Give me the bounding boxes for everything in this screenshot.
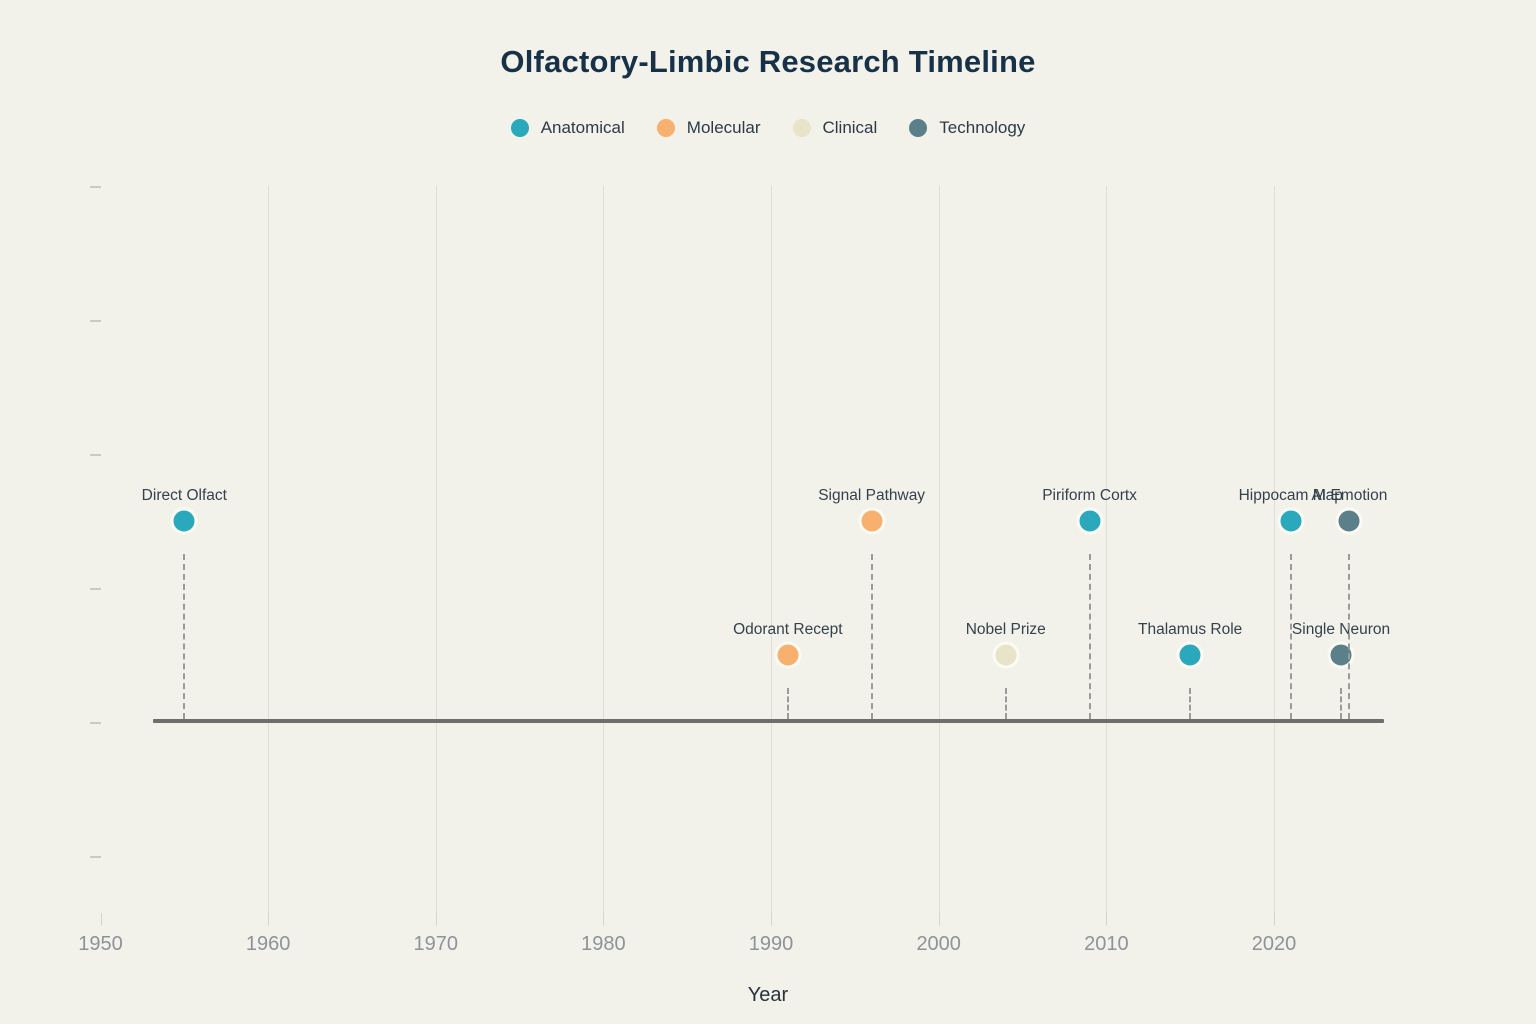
event-label: Signal Pathway — [818, 487, 926, 504]
x-tick-2020 — [1273, 913, 1275, 925]
x-axis-title: Year — [747, 984, 789, 1006]
event-stem — [183, 554, 186, 719]
x-tick-label-1960: 1960 — [245, 933, 291, 955]
event-label: Thalamus Role — [1138, 621, 1243, 638]
legend-label: Technology — [939, 118, 1026, 137]
event-label: Piriform Cortx — [1042, 487, 1137, 504]
x-tick-1990 — [771, 913, 773, 925]
legend-swatch-technology — [909, 119, 928, 137]
chart-title: Olfactory-Limbic Research Timeline — [500, 44, 1036, 79]
event-stem — [1088, 554, 1091, 719]
gridline-1960 — [268, 186, 270, 926]
gridline-2000 — [938, 186, 940, 926]
event-dot-single-neuron[interactable] — [1327, 641, 1355, 669]
event-label: Direct Olfact — [141, 487, 227, 504]
event-dot-odorant-recept[interactable] — [774, 641, 802, 669]
x-tick-label-1970: 1970 — [413, 933, 459, 955]
event-stem — [1004, 688, 1007, 719]
event-dot-direct-olfact[interactable] — [170, 507, 198, 535]
timeline-baseline — [153, 719, 1384, 723]
legend-swatch-clinical — [792, 119, 811, 137]
legend-label: Molecular — [686, 118, 761, 137]
x-tick-label-1980: 1980 — [581, 933, 626, 955]
x-tick-1960 — [268, 913, 270, 925]
event-dot-nobel-prize[interactable] — [992, 641, 1020, 669]
x-tick-1970 — [435, 913, 437, 925]
legend-item-anatomical[interactable]: Anatomical — [510, 118, 625, 138]
gridline-2020 — [1273, 186, 1275, 926]
event-dot-ai-emotion[interactable] — [1335, 507, 1363, 535]
gridline-1980 — [603, 186, 605, 926]
y-tick-5 — [90, 856, 101, 858]
gridline-1970 — [435, 186, 437, 926]
event-stem — [870, 554, 873, 719]
event-dot-thalamus-role[interactable] — [1176, 641, 1204, 669]
x-tick-2000 — [938, 913, 940, 925]
event-stem — [1340, 688, 1343, 719]
event-stem — [1289, 554, 1292, 719]
event-dot-signal-pathway[interactable] — [858, 507, 886, 535]
legend-item-clinical[interactable]: Clinical — [792, 118, 878, 138]
legend-item-molecular[interactable]: Molecular — [656, 118, 761, 138]
legend-item-technology[interactable]: Technology — [909, 118, 1025, 138]
event-label: Single Neuron — [1291, 621, 1391, 638]
legend-label: Anatomical — [540, 118, 625, 137]
y-tick-0 — [90, 186, 101, 188]
y-tick-1 — [90, 320, 101, 322]
y-tick-4 — [90, 722, 101, 724]
y-tick-2 — [90, 454, 101, 456]
legend-label: Clinical — [822, 118, 878, 137]
x-tick-2010 — [1106, 913, 1108, 925]
event-dot-hippocam-map[interactable] — [1277, 507, 1305, 535]
gridline-2010 — [1106, 186, 1108, 926]
event-label: Nobel Prize — [965, 621, 1046, 638]
y-tick-3 — [90, 588, 101, 590]
x-tick-label-2000: 2000 — [916, 933, 961, 955]
event-stem — [1189, 688, 1192, 719]
x-tick-label-1990: 1990 — [748, 933, 794, 955]
gridline-1990 — [771, 186, 773, 926]
event-label: AI Emotion — [1311, 487, 1388, 504]
event-label: Odorant Recept — [733, 621, 843, 638]
event-dot-piriform-cortx[interactable] — [1076, 507, 1104, 535]
x-tick-1980 — [603, 913, 605, 925]
x-tick-label-2020: 2020 — [1251, 933, 1297, 955]
x-tick-1950 — [100, 913, 102, 925]
legend: Anatomical Molecular Clinical Technology — [0, 118, 1536, 138]
x-tick-label-1950: 1950 — [78, 933, 123, 955]
event-stem — [1348, 554, 1351, 719]
event-stem — [786, 688, 789, 719]
legend-swatch-anatomical — [510, 119, 529, 137]
x-tick-label-2010: 2010 — [1084, 933, 1129, 955]
event-label: Hippocam Map — [1238, 487, 1343, 504]
legend-swatch-molecular — [656, 119, 675, 137]
